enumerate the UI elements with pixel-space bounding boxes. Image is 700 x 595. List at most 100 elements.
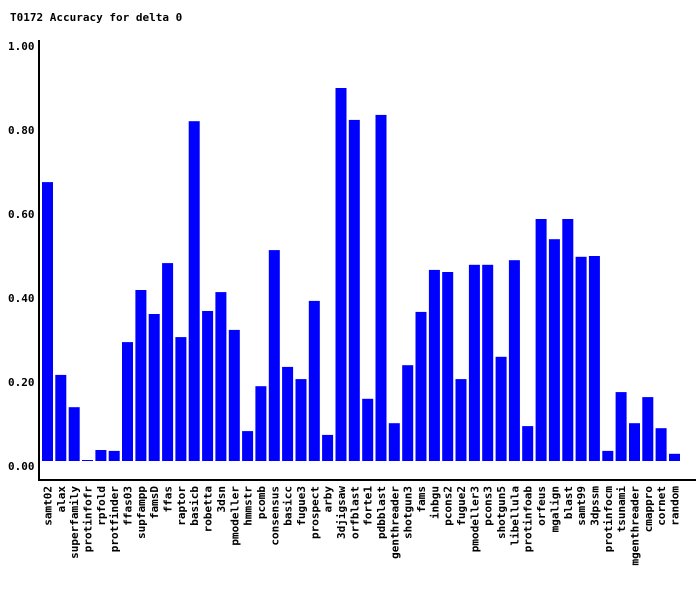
x-tick-label: robetta — [202, 486, 215, 532]
x-tick-label: 3dsn — [215, 486, 228, 513]
bar-fams — [415, 311, 427, 461]
bar-pmodeller — [228, 329, 240, 461]
x-tick-label: orfblast — [348, 486, 361, 539]
x-tick-label: blast — [562, 486, 575, 519]
x-tick-label: prospect — [308, 486, 321, 539]
x-tick-label: alax — [55, 486, 68, 513]
bar-protfinder — [108, 450, 120, 461]
x-tick-label: protinfoab — [522, 486, 535, 553]
x-tick-label: arby — [322, 486, 335, 513]
bar-alax — [55, 374, 67, 461]
x-tick-label: samt99 — [575, 486, 588, 526]
x-tick-label: protinfofr — [82, 486, 95, 553]
x-tick-label: protfinder — [108, 486, 121, 553]
x-tick-label: pmodeller — [228, 486, 241, 546]
bar-raptor — [175, 337, 187, 461]
bar-mgalign — [548, 239, 560, 461]
x-tick-label: shotgun3 — [402, 486, 415, 539]
bar-3dsn — [215, 292, 227, 461]
bar-3djigsaw — [335, 88, 347, 461]
bar-robetta — [202, 311, 214, 461]
x-tick-label: tsunami — [615, 486, 628, 533]
x-tick-label: pcomb — [255, 486, 268, 519]
bar-fugue3 — [295, 379, 307, 461]
bar-protinfocm — [602, 450, 614, 461]
x-tick-label: pdbblast — [375, 486, 388, 539]
x-tick-label: fugue2 — [455, 486, 468, 526]
x-tick-label: pmodeller3 — [468, 486, 481, 552]
x-tick-label: hmmstr — [242, 486, 255, 526]
y-tick-label: 0.20 — [8, 376, 35, 389]
x-tick-label: ffas — [162, 486, 175, 513]
bar-pcons2 — [442, 272, 454, 461]
y-tick-label: 0.80 — [8, 124, 35, 137]
x-tick-label: mgenthreader — [629, 486, 642, 566]
x-tick-label: raptor — [175, 486, 188, 526]
x-tick-label: protinfocm — [602, 486, 615, 553]
y-tick-label: 1.00 — [8, 40, 35, 53]
bar-protinfofr — [82, 460, 93, 461]
bar-3dpssm — [588, 256, 600, 461]
bar-cornet — [655, 428, 667, 461]
x-tick-label: rpfold — [95, 486, 108, 526]
x-tick-label: consensus — [268, 486, 281, 546]
bar-basicb — [188, 121, 200, 461]
bar-samt99 — [575, 256, 587, 461]
bar-random — [669, 453, 680, 461]
x-tick-label: basicc — [282, 486, 295, 526]
x-tick-label: 3djigsaw — [335, 486, 348, 539]
y-tick-label: 0.00 — [8, 460, 35, 473]
x-tick-label: ffas03 — [122, 486, 135, 526]
x-tick-label: 3dpssm — [588, 486, 601, 526]
y-tick-label: 0.60 — [8, 208, 35, 221]
x-tick-label: shotgun5 — [495, 486, 508, 539]
bar-fugue2 — [455, 379, 467, 461]
x-tick-label: random — [669, 486, 682, 526]
bar-pcons3 — [482, 264, 494, 461]
bar-shotgun3 — [402, 365, 414, 461]
bar-mgenthreader — [629, 423, 640, 461]
x-tick-label: fams — [415, 486, 428, 513]
bar-arby — [322, 434, 334, 461]
x-tick-label: cmappro — [642, 486, 655, 533]
bar-protinfoab — [522, 426, 534, 461]
x-tick-label: cornet — [655, 486, 668, 526]
x-tick-label: genthreader — [388, 486, 401, 559]
x-tick-label: supfampp — [135, 486, 148, 539]
bar-consensus — [268, 250, 280, 461]
x-tick-label: inbgu — [428, 486, 441, 519]
x-tick-label: pcons2 — [442, 486, 455, 526]
x-tick-label: superfamily — [68, 486, 81, 559]
chart-title: T0172 Accuracy for delta 0 — [10, 11, 182, 24]
x-tick-label: orfeus — [535, 486, 548, 526]
bar-forte1 — [362, 398, 374, 461]
bar-orfeus — [535, 219, 547, 461]
bar-famsD — [148, 314, 160, 461]
x-tick-label: pcons3 — [482, 486, 495, 526]
bar-hmmstr — [242, 431, 254, 461]
x-tick-label: fugue3 — [295, 486, 308, 526]
bar-superfamily — [68, 407, 80, 461]
bar-cmappro — [642, 397, 654, 461]
x-tick-label: basicb — [188, 486, 201, 526]
bar-samt02 — [42, 182, 53, 461]
bar-orfblast — [348, 119, 360, 462]
bar-inbgu — [428, 269, 440, 461]
bar-pmodeller3 — [468, 264, 480, 461]
bar-blast — [562, 219, 574, 461]
x-tick-label: libellula — [508, 486, 521, 546]
bar-ffas — [162, 263, 174, 461]
x-tick-label: mgalign — [548, 486, 561, 532]
bar-basicc — [282, 366, 294, 461]
x-tick-label: famsD — [148, 486, 161, 519]
bar-shotgun5 — [495, 356, 507, 461]
x-tick-label: forte1 — [362, 486, 375, 526]
bar-genthreader — [388, 423, 400, 461]
x-tick-label: samt02 — [42, 486, 55, 526]
bar-prospect — [308, 300, 320, 461]
bar-pcomb — [255, 386, 267, 461]
bar-supfampp — [135, 290, 147, 461]
bar-pdbblast — [375, 114, 387, 462]
bar-ffas03 — [122, 342, 133, 461]
